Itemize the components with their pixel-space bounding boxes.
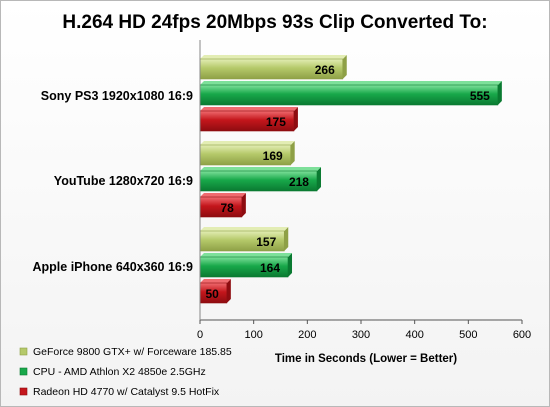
legend-label-geforce: GeForce 9800 GTX+ w/ Forceware 185.85: [33, 346, 232, 358]
legend-swatch-radeon: [19, 387, 28, 396]
x-tick-label-600: 600: [513, 329, 531, 341]
value-label-s1-c0: 555: [470, 89, 490, 103]
value-label-s2-c1: 78: [221, 201, 235, 215]
value-label-s0-c2: 157: [256, 235, 276, 249]
value-label-s0-c0: 266: [315, 63, 335, 77]
bar-depth-s2-c1: [241, 193, 246, 217]
bar-top-s2-c0: [200, 107, 298, 111]
bar-depth-s0-c1: [290, 141, 295, 165]
legend: GeForce 9800 GTX+ w/ Forceware 185.85 CP…: [19, 346, 232, 398]
bar-top-s1-c2: [200, 253, 293, 257]
category-label-sony-ps3: Sony PS3 1920x1080 16:9: [41, 89, 193, 103]
x-tick-label-400: 400: [405, 329, 423, 341]
bar-top-s2-c1: [200, 193, 246, 197]
bar-depth-s1-c0: [497, 81, 502, 105]
bar-depth-s1-c1: [316, 167, 321, 191]
bar-depth-s2-c2: [226, 279, 231, 303]
bar-top-s1-c1: [200, 167, 321, 171]
bar-depth-s1-c2: [288, 253, 293, 277]
value-label-s2-c2: 50: [205, 287, 219, 301]
legend-label-radeon: Radeon HD 4770 w/ Catalyst 9.5 HotFix: [33, 386, 220, 398]
x-axis: 0 100 200 300 400 500 600: [197, 40, 531, 341]
bar-depth-s0-c0: [342, 55, 347, 79]
category-labels: Sony PS3 1920x1080 16:9 YouTube 1280x720…: [33, 89, 194, 274]
value-label-s1-c1: 218: [289, 175, 309, 189]
bar-top-s0-c1: [200, 141, 295, 145]
x-tick-label-0: 0: [197, 329, 203, 341]
legend-swatch-geforce: [19, 347, 28, 356]
x-tick-label-200: 200: [298, 329, 316, 341]
legend-swatch-cpu: [19, 367, 28, 376]
category-label-youtube: YouTube 1280x720 16:9: [54, 174, 193, 188]
x-tick-label-100: 100: [244, 329, 262, 341]
bar-depth-s0-c2: [284, 227, 289, 251]
x-tick-label-300: 300: [352, 329, 370, 341]
bar-s1-c0: [199, 84, 499, 106]
value-label-s2-c0: 175: [266, 115, 286, 129]
value-label-s1-c2: 164: [260, 261, 280, 275]
x-tick-label-500: 500: [459, 329, 477, 341]
legend-label-cpu: CPU - AMD Athlon X2 4850e 2.5GHz: [33, 366, 206, 378]
category-label-apple-iphone: Apple iPhone 640x360 16:9: [33, 260, 194, 274]
bar-top-s0-c2: [200, 227, 289, 231]
bar-top-s0-c0: [200, 55, 347, 59]
bar-top-s1-c0: [200, 81, 502, 85]
bar-depth-s2-c0: [293, 107, 298, 131]
chart-title: H.264 HD 24fps 20Mbps 93s Clip Converted…: [62, 12, 487, 33]
x-axis-title: Time in Seconds (Lower = Better): [275, 353, 457, 365]
value-label-s0-c1: 169: [263, 149, 283, 163]
bar-top-s2-c2: [200, 279, 231, 283]
bars-layer: 266 555 175 169 218 78 157 164 50: [199, 55, 502, 304]
